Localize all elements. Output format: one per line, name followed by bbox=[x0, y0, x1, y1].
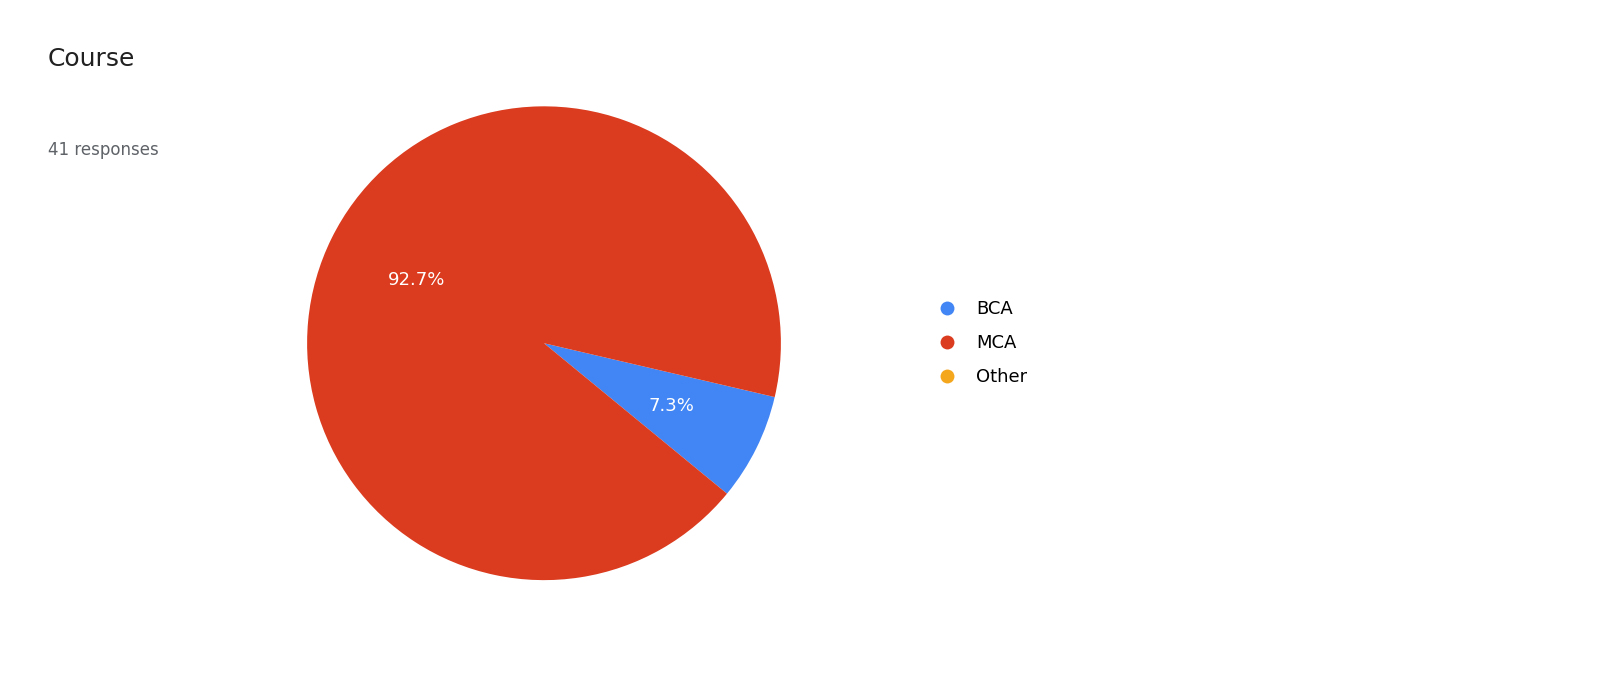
Text: 92.7%: 92.7% bbox=[387, 271, 445, 289]
Wedge shape bbox=[544, 343, 774, 494]
Wedge shape bbox=[307, 106, 781, 580]
Text: Course: Course bbox=[48, 47, 136, 71]
Text: 41 responses: 41 responses bbox=[48, 141, 158, 160]
Wedge shape bbox=[544, 343, 774, 397]
Text: 7.3%: 7.3% bbox=[648, 397, 694, 415]
Legend: BCA, MCA, Other: BCA, MCA, Other bbox=[920, 291, 1037, 396]
